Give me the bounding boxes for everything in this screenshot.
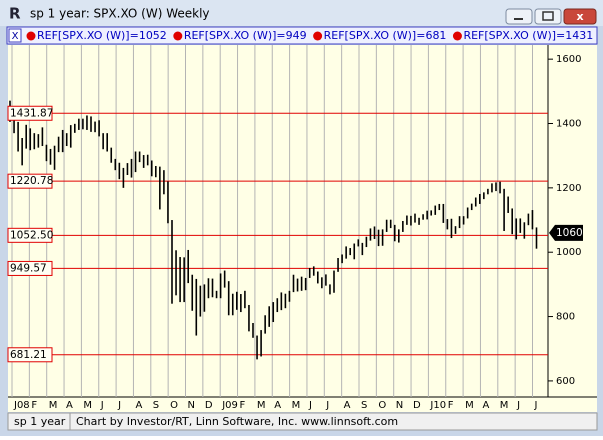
legend-label: REF[SPX.XO (W)]=949 xyxy=(184,29,307,42)
window-title: sp 1 year: SPX.XO (W) Weekly xyxy=(30,7,210,21)
x-tick-label: S xyxy=(153,400,159,411)
status-text: Chart by Investor/RT, Linn Software, Inc… xyxy=(76,415,398,428)
x-tick-label: O xyxy=(170,400,178,411)
y-tick-label: 1600 xyxy=(556,54,581,65)
y-tick-label: 1000 xyxy=(556,247,581,258)
legend-label: REF[SPX.XO (W)]=1052 xyxy=(37,29,167,42)
reference-label: 681.21 xyxy=(10,349,47,361)
x-tick-label: N xyxy=(188,400,195,411)
legend-label: REF[SPX.XO (W)]=1431 xyxy=(463,29,593,42)
x-tick-label: A xyxy=(66,400,73,411)
y-tick-label: 1200 xyxy=(556,183,581,194)
y-tick-label: 800 xyxy=(556,312,575,323)
x-tick-label: J08 xyxy=(13,400,30,411)
x-tick-label: J xyxy=(100,400,104,411)
reference-label: 1220.78 xyxy=(10,175,53,187)
reference-label: 1052.50 xyxy=(10,229,53,241)
x-tick-label: J xyxy=(516,400,520,411)
legend-dot xyxy=(27,32,36,41)
x-tick-label: J xyxy=(117,400,121,411)
reference-label: 949.57 xyxy=(10,262,47,274)
plot-background xyxy=(8,45,597,412)
legend-dot xyxy=(173,32,182,41)
legend-dot xyxy=(313,32,322,41)
x-tick-label: A xyxy=(274,400,281,411)
x-tick-label: A xyxy=(482,400,489,411)
x-tick-label: M xyxy=(292,400,301,411)
minimize-icon xyxy=(514,18,523,20)
x-tick-label: J10 xyxy=(429,400,446,411)
x-tick-label: M xyxy=(257,400,266,411)
close-icon: x xyxy=(576,10,583,23)
x-tick-label: J xyxy=(308,400,312,411)
minimize-button[interactable] xyxy=(506,9,532,24)
y-tick-label: 1400 xyxy=(556,119,581,130)
legend-dot xyxy=(453,32,462,41)
x-tick-label: F xyxy=(240,400,246,411)
legend-close-icon: X xyxy=(12,31,19,42)
y-tick-label: 600 xyxy=(556,376,575,387)
x-tick-label: M xyxy=(83,400,92,411)
x-tick-label: D xyxy=(413,400,421,411)
reference-label: 1431.87 xyxy=(10,107,53,119)
x-tick-label: M xyxy=(465,400,474,411)
x-tick-label: M xyxy=(500,400,509,411)
x-tick-label: J xyxy=(325,400,329,411)
x-tick-label: A xyxy=(344,400,351,411)
x-tick-label: N xyxy=(396,400,403,411)
x-tick-label: M xyxy=(49,400,58,411)
x-tick-label: F xyxy=(31,400,37,411)
x-tick-label: D xyxy=(205,400,213,411)
app-icon: R xyxy=(9,5,21,23)
x-tick-label: J09 xyxy=(221,400,238,411)
x-tick-label: S xyxy=(361,400,367,411)
last-value-label: 1060 xyxy=(556,227,583,239)
x-tick-label: J xyxy=(534,400,538,411)
x-tick-label: A xyxy=(135,400,142,411)
x-tick-label: O xyxy=(378,400,386,411)
status-text: sp 1 year xyxy=(14,415,66,428)
legend-label: REF[SPX.XO (W)]=681 xyxy=(324,29,447,42)
x-tick-label: F xyxy=(448,400,454,411)
